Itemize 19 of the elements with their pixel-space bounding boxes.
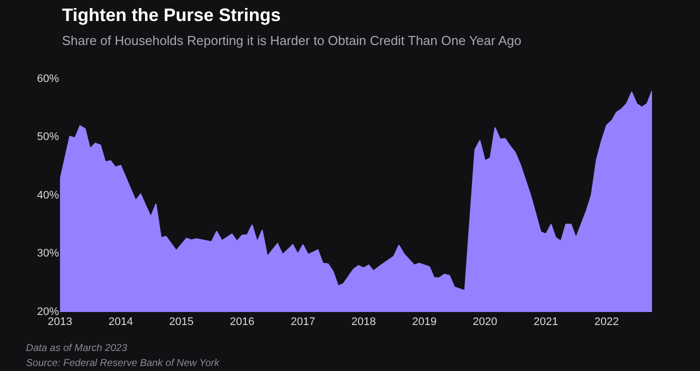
y-tick-label: 50%: [36, 131, 60, 144]
chart-title: Tighten the Purse Strings: [62, 5, 281, 25]
x-tick-label: 2014: [108, 316, 133, 328]
x-tick-label: 2022: [594, 316, 619, 328]
x-tick-label: 2016: [230, 316, 254, 328]
y-tick-label: 20%: [36, 306, 60, 318]
y-tick-label: 40%: [36, 189, 60, 202]
x-tick-label: 2021: [534, 316, 558, 328]
x-tick-label: 2018: [351, 316, 376, 328]
source-note: Source: Federal Reserve Bank of New York: [26, 358, 220, 369]
x-tick-label: 2013: [48, 316, 72, 328]
x-tick-label: 2020: [472, 316, 498, 328]
y-tick-label: 30%: [36, 248, 60, 260]
chart-subtitle: Share of Households Reporting it is Harder to Obtain Credit Than One Year Ago: [62, 33, 522, 48]
x-tick-label: 2017: [290, 316, 316, 328]
x-tick-label: 2019: [412, 316, 437, 328]
x-tick-label: 2015: [169, 316, 194, 328]
text: Data as of March 2023: [26, 343, 128, 354]
y-tick-label: 60%: [36, 72, 60, 85]
